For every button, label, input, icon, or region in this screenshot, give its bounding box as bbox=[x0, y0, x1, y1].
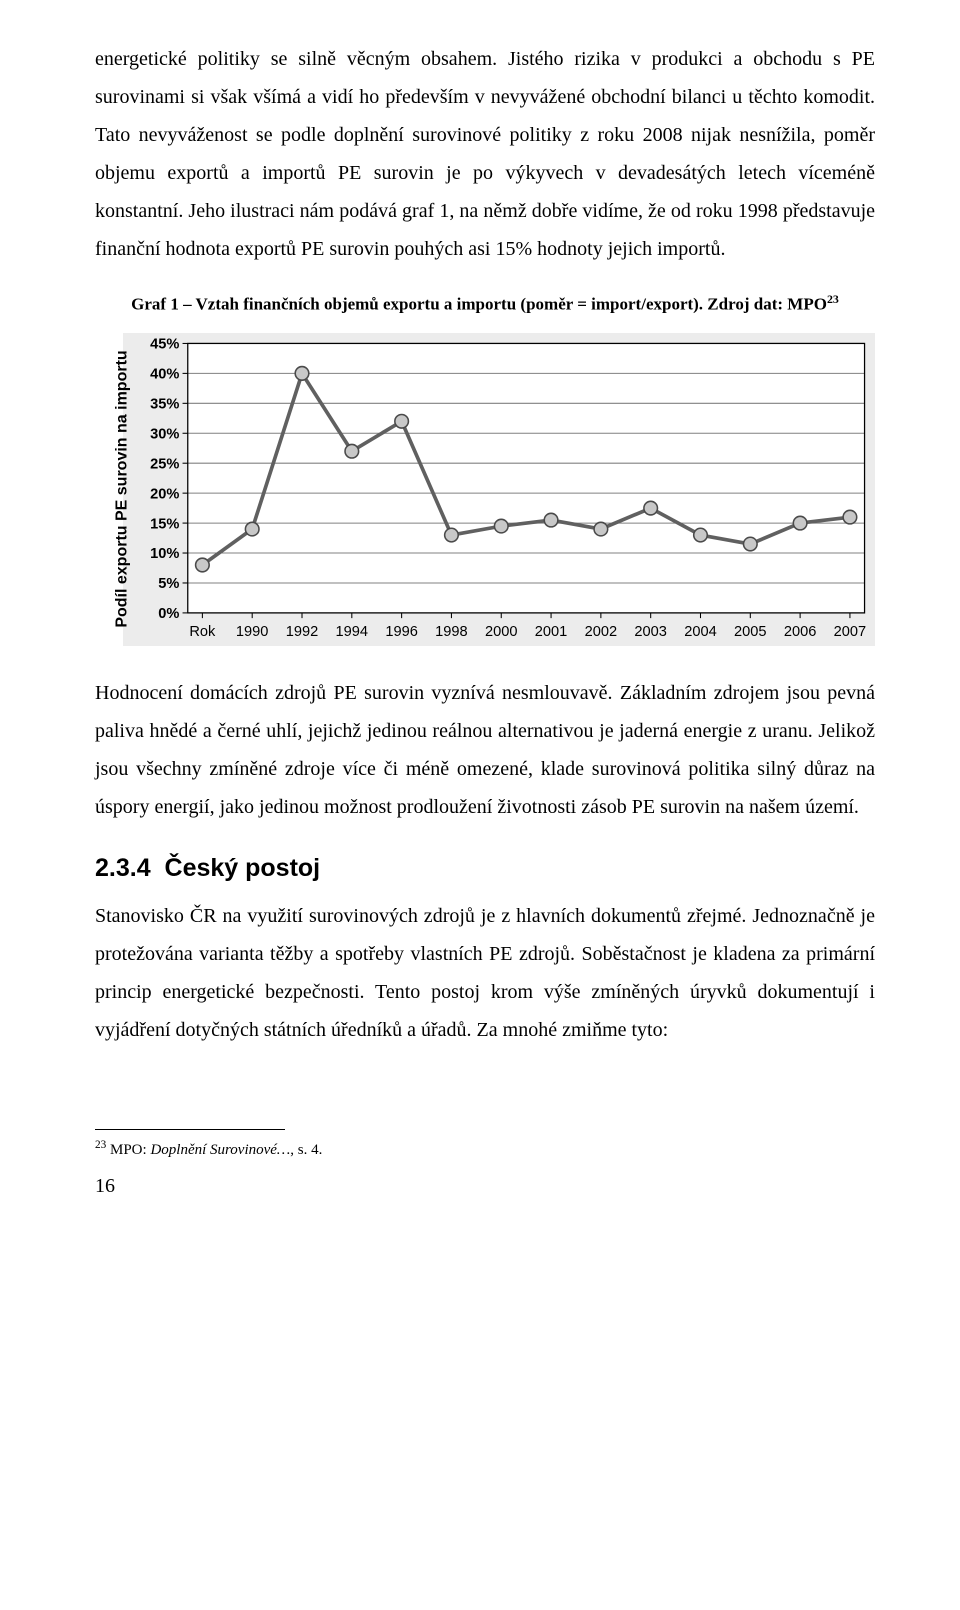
x-tick-label: 1990 bbox=[236, 624, 269, 640]
x-tick-label: 2007 bbox=[834, 624, 867, 640]
x-tick-label: 2003 bbox=[634, 624, 667, 640]
paragraph-1: energetické politiky se silně věcným obs… bbox=[95, 40, 875, 268]
data-marker bbox=[694, 528, 708, 542]
y-tick-label: 35% bbox=[150, 396, 179, 412]
y-axis-label: Podíl exportu PE surovin na importu bbox=[114, 351, 132, 628]
chart-caption-footnote-ref: 23 bbox=[827, 292, 839, 306]
y-tick-label: 10% bbox=[150, 546, 179, 562]
x-tick-label: 1992 bbox=[286, 624, 319, 640]
x-tick-label: 2006 bbox=[784, 624, 817, 640]
chart-container: Podíl exportu PE surovin na importu 0% 5%… bbox=[95, 333, 875, 646]
y-tick-label: 30% bbox=[150, 426, 179, 442]
section-title: Český postoj bbox=[165, 854, 321, 882]
paragraph-2: Hodnocení domácích zdrojů PE surovin vyz… bbox=[95, 674, 875, 826]
y-axis-label-wrap: Podíl exportu PE surovin na importu bbox=[95, 333, 123, 646]
paragraph-3: Stanovisko ČR na využití surovinových zd… bbox=[95, 897, 875, 1049]
data-marker bbox=[494, 519, 508, 533]
page-number: 16 bbox=[95, 1175, 875, 1198]
y-tick-label: 15% bbox=[150, 516, 179, 532]
x-tick-label: 2000 bbox=[485, 624, 518, 640]
footnote-23: 23 MPO: Doplnění Surovinové…, s. 4. bbox=[95, 1138, 875, 1161]
chart-caption: Graf 1 – Vztah finančních objemů exportu… bbox=[95, 292, 875, 315]
x-tick-label: 2002 bbox=[585, 624, 618, 640]
chart-inner: 0% 5% 10% 15% 20% 25% 30% 35% 40% 45% Rok 1990 1992 1… bbox=[123, 333, 875, 646]
data-marker bbox=[544, 513, 558, 527]
x-tick-label: 1994 bbox=[336, 624, 369, 640]
y-tick-label: 20% bbox=[150, 486, 179, 502]
data-marker bbox=[594, 522, 608, 536]
footnote-separator bbox=[95, 1129, 285, 1130]
y-tick-label: 5% bbox=[158, 576, 179, 592]
data-marker bbox=[196, 558, 210, 572]
x-tick-label: Rok bbox=[189, 624, 216, 640]
data-marker bbox=[345, 444, 359, 458]
data-marker bbox=[843, 510, 857, 524]
y-tick-label: 40% bbox=[150, 366, 179, 382]
footnote-text-a: MPO: bbox=[106, 1142, 150, 1158]
data-marker bbox=[793, 516, 807, 530]
chart-plot-bg bbox=[188, 343, 865, 612]
data-marker bbox=[644, 501, 658, 515]
data-marker bbox=[744, 537, 758, 551]
chart-svg: 0% 5% 10% 15% 20% 25% 30% 35% 40% 45% Rok 1990 1992 1… bbox=[123, 333, 875, 646]
y-tick-label: 25% bbox=[150, 456, 179, 472]
x-tick-label: 2001 bbox=[535, 624, 568, 640]
x-tick-label: 2004 bbox=[684, 624, 717, 640]
x-tick-label: 2005 bbox=[734, 624, 767, 640]
x-tick-label: 1998 bbox=[435, 624, 468, 640]
footnote-text-b: , s. 4. bbox=[290, 1142, 322, 1158]
x-tick-label: 1996 bbox=[385, 624, 418, 640]
y-tick-label: 0% bbox=[158, 606, 179, 622]
chart-caption-text: Graf 1 – Vztah finančních objemů exportu… bbox=[131, 295, 827, 314]
section-heading: 2.3.4 Český postoj bbox=[95, 854, 875, 883]
footnote-text-italic: Doplnění Surovinové… bbox=[150, 1142, 290, 1158]
section-number: 2.3.4 bbox=[95, 854, 151, 882]
data-marker bbox=[445, 528, 459, 542]
data-marker bbox=[295, 366, 309, 380]
y-tick-label: 45% bbox=[150, 336, 179, 352]
data-marker bbox=[395, 414, 409, 428]
data-marker bbox=[245, 522, 259, 536]
footnote-number: 23 bbox=[95, 1139, 106, 1151]
